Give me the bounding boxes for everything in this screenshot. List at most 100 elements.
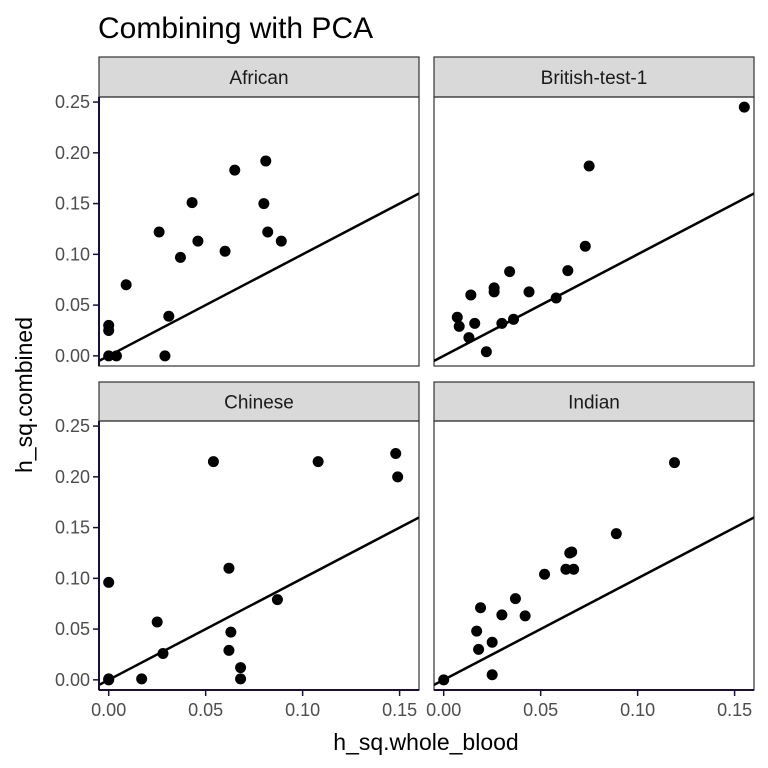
data-point bbox=[229, 164, 241, 176]
y-tick-label: 0.05 bbox=[55, 295, 90, 315]
facet-panel-0: African 0.00 0.05 0.10 0.15 0.20 0.25 bbox=[55, 56, 420, 367]
facet-strip-label: British-test-1 bbox=[541, 68, 648, 89]
panel-contents bbox=[434, 101, 754, 363]
data-point bbox=[103, 319, 115, 331]
data-point bbox=[539, 568, 551, 580]
y-tick-label: 0.15 bbox=[55, 194, 90, 214]
facet-strip bbox=[433, 56, 755, 98]
x-tick-label: 0.10 bbox=[620, 700, 655, 720]
data-point bbox=[136, 673, 148, 685]
data-point bbox=[225, 626, 237, 638]
facet-panel-1: British-test-1 bbox=[433, 56, 755, 367]
data-point bbox=[103, 350, 115, 362]
y-tick-label: 0.15 bbox=[55, 518, 90, 538]
facet-strip bbox=[433, 381, 755, 422]
panel-contents bbox=[99, 155, 419, 363]
data-point bbox=[471, 625, 483, 637]
data-point bbox=[186, 197, 198, 209]
y-tick-label: 0.25 bbox=[55, 416, 90, 436]
data-point bbox=[496, 317, 508, 329]
data-point bbox=[103, 576, 115, 588]
data-point bbox=[438, 674, 450, 686]
data-point bbox=[579, 240, 591, 252]
data-point bbox=[223, 562, 235, 574]
y-tick-label: 0.25 bbox=[55, 92, 90, 112]
facet-strip bbox=[98, 56, 420, 98]
facet-panel-3: Indian 0.00 0.05 0.10 0.15 bbox=[426, 381, 755, 720]
x-axis-title: h_sq.whole_blood bbox=[333, 729, 518, 755]
data-point bbox=[153, 226, 165, 238]
data-point bbox=[262, 226, 274, 238]
data-point bbox=[519, 610, 531, 622]
data-point bbox=[174, 251, 186, 263]
panel-contents bbox=[99, 447, 419, 687]
data-point bbox=[509, 593, 521, 605]
x-tick-label: 0.15 bbox=[382, 700, 417, 720]
x-tick-label: 0.00 bbox=[91, 700, 126, 720]
y-tick-label: 0.05 bbox=[55, 619, 90, 639]
panel-border bbox=[98, 420, 420, 691]
data-point bbox=[568, 563, 580, 575]
panel-border bbox=[98, 96, 420, 367]
x-tick-label: 0.05 bbox=[523, 700, 558, 720]
data-point bbox=[463, 332, 475, 344]
data-point bbox=[473, 643, 485, 655]
data-point bbox=[258, 198, 270, 210]
data-point bbox=[486, 636, 498, 648]
data-point bbox=[583, 160, 595, 172]
data-point bbox=[260, 155, 272, 167]
data-point bbox=[223, 644, 235, 656]
data-point bbox=[159, 350, 171, 362]
data-point bbox=[312, 456, 324, 468]
facet-strip-label: Chinese bbox=[224, 393, 294, 414]
reference-line bbox=[434, 192, 754, 363]
x-tick-label: 0.15 bbox=[717, 700, 752, 720]
data-point bbox=[566, 546, 578, 558]
data-point bbox=[738, 101, 750, 113]
data-point bbox=[275, 235, 287, 247]
facet-strip bbox=[98, 381, 420, 422]
data-point bbox=[480, 346, 492, 358]
y-tick-label: 0.20 bbox=[55, 467, 90, 487]
data-point bbox=[110, 350, 122, 362]
data-point bbox=[486, 669, 498, 681]
data-point bbox=[465, 289, 477, 301]
reference-line bbox=[99, 192, 419, 363]
data-point bbox=[163, 310, 175, 322]
y-tick-label: 0.00 bbox=[55, 670, 90, 690]
x-tick-label: 0.10 bbox=[285, 700, 320, 720]
data-point bbox=[610, 528, 622, 540]
facet-strip-label: African bbox=[229, 68, 288, 89]
data-point bbox=[103, 673, 115, 685]
data-point bbox=[668, 457, 680, 469]
data-point bbox=[157, 647, 169, 659]
data-point bbox=[451, 311, 463, 323]
reference-line bbox=[434, 516, 754, 687]
facet-panel-2: Chinese 0.00 0.05 0.10 0.15 0.20 0.25 0.00 0.05 0… bbox=[55, 381, 420, 720]
data-point bbox=[192, 235, 204, 247]
data-point bbox=[550, 292, 562, 304]
data-point bbox=[219, 245, 231, 257]
data-point bbox=[508, 313, 520, 325]
data-point bbox=[560, 563, 572, 575]
data-point bbox=[523, 286, 535, 298]
data-point bbox=[120, 279, 132, 291]
x-tick-label: 0.00 bbox=[426, 700, 461, 720]
data-point bbox=[562, 265, 574, 277]
data-point bbox=[475, 602, 487, 614]
y-axis-title: h_sq.combined bbox=[11, 317, 37, 473]
data-point bbox=[235, 662, 247, 674]
facet-strip-label: Indian bbox=[568, 393, 620, 414]
data-point bbox=[151, 616, 163, 628]
panel-border bbox=[433, 96, 755, 367]
data-point bbox=[392, 471, 404, 483]
data-point bbox=[207, 456, 219, 468]
data-point bbox=[488, 282, 500, 294]
data-point bbox=[504, 266, 516, 278]
x-tick-label: 0.05 bbox=[188, 700, 223, 720]
y-tick-label: 0.20 bbox=[55, 143, 90, 163]
chart-title: Combining with PCA bbox=[98, 12, 373, 45]
data-point bbox=[453, 320, 465, 332]
data-point bbox=[469, 317, 481, 329]
